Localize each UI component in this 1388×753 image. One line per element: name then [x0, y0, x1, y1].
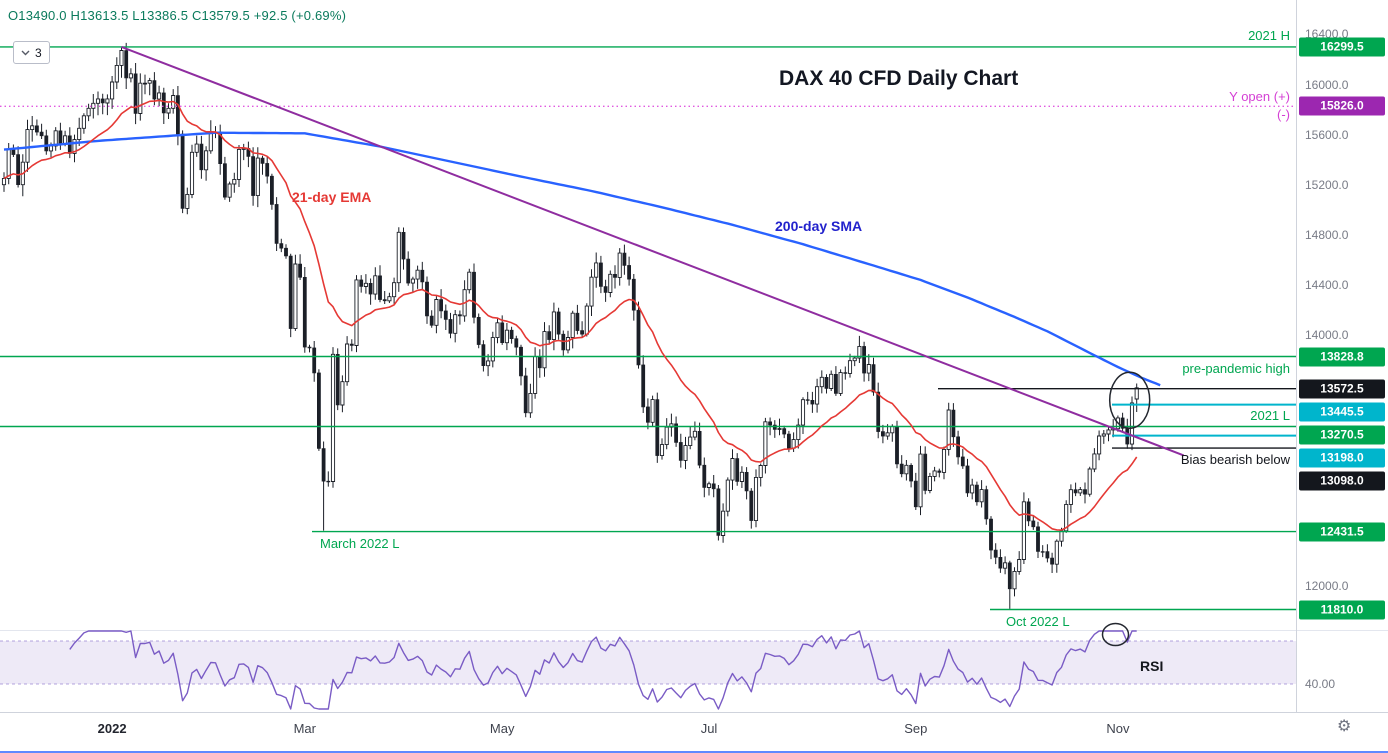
active-chart-frame-highlight — [0, 751, 1388, 753]
ema-legend-label: 21-day EMA — [292, 189, 372, 205]
chevron-down-icon — [21, 50, 30, 55]
settings-gear-icon[interactable]: ⚙ — [1337, 718, 1352, 735]
ohlc-readout: O13490.0 H13613.5 L13386.5 C13579.5 +92.… — [8, 8, 347, 23]
time-axis-label: Jul — [700, 721, 718, 736]
time-axis[interactable]: ⚙ 2022 Mar May Jul Sep Nov — [0, 712, 1388, 752]
rsi-scale-value: 40.00 — [1305, 677, 1336, 691]
time-axis-label: May — [489, 721, 515, 736]
time-axis-label: Nov — [1106, 721, 1130, 736]
rsi-legend-label: RSI — [1140, 658, 1164, 674]
objects-dropdown-button[interactable]: 3 — [13, 41, 50, 64]
price-axis-separator — [1296, 0, 1297, 712]
time-axis-label: Mar — [293, 721, 316, 736]
objects-count: 3 — [35, 45, 42, 60]
time-axis-label: 2022 — [97, 721, 127, 736]
time-axis-label: Sep — [904, 721, 928, 736]
sma-legend-label: 200-day SMA — [775, 218, 863, 234]
chart-title: DAX 40 CFD Daily Chart — [779, 67, 1019, 90]
